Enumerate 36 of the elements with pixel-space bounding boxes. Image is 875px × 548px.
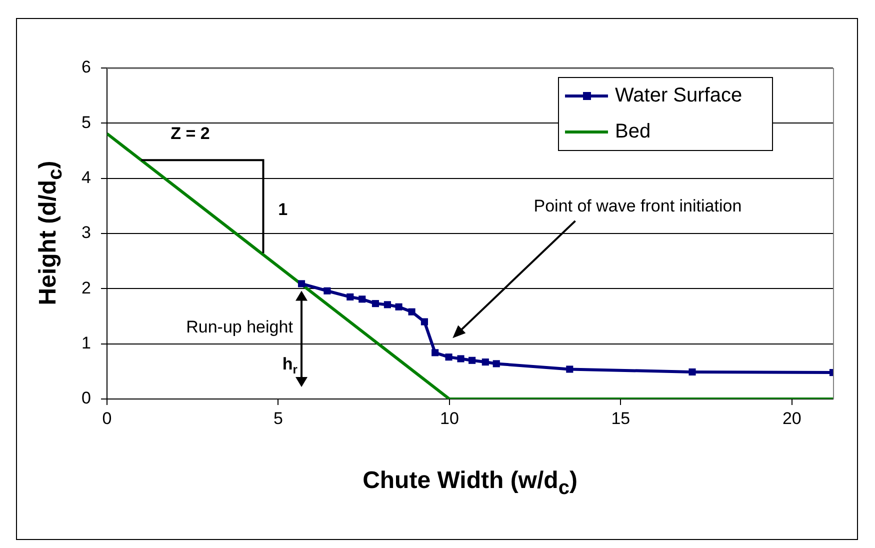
point <box>457 355 464 362</box>
legend-label: Bed <box>615 120 651 143</box>
point <box>372 300 380 308</box>
x-axis-title: Chute Width (w/d$_{c}$) <box>362 467 578 500</box>
x-tick-label: 10 <box>440 408 459 428</box>
point <box>358 296 366 303</box>
x-tick-label: 20 <box>782 408 802 428</box>
point <box>408 308 416 316</box>
y-tick-label: 4 <box>82 168 91 188</box>
point <box>346 293 354 300</box>
point <box>432 349 439 356</box>
annotation: 1 <box>278 200 288 220</box>
point <box>324 287 331 294</box>
y-tick-label: 2 <box>82 278 91 298</box>
point <box>688 368 696 376</box>
x-tick-label: 0 <box>102 408 112 428</box>
point <box>445 354 452 361</box>
x-tick-label: 15 <box>611 408 630 428</box>
point <box>492 360 500 368</box>
point <box>298 280 306 288</box>
point <box>482 358 489 366</box>
annotation: Z = 2 <box>170 124 210 143</box>
point <box>566 366 574 373</box>
y-tick-label: 5 <box>82 112 91 132</box>
point <box>384 301 392 308</box>
y-tick-label: 3 <box>82 223 91 242</box>
point <box>395 303 402 310</box>
legend-label: Water Surface <box>615 84 742 107</box>
y-tick-label: 1 <box>82 334 91 353</box>
y-tick-label: 0 <box>82 388 91 408</box>
x-tick-label: 5 <box>273 408 283 428</box>
point <box>420 318 428 326</box>
annotation: Point of wave front initiation <box>534 196 742 216</box>
y-tick-label: 6 <box>82 58 91 77</box>
point <box>468 356 476 364</box>
annotation: Run-up height <box>186 317 294 336</box>
